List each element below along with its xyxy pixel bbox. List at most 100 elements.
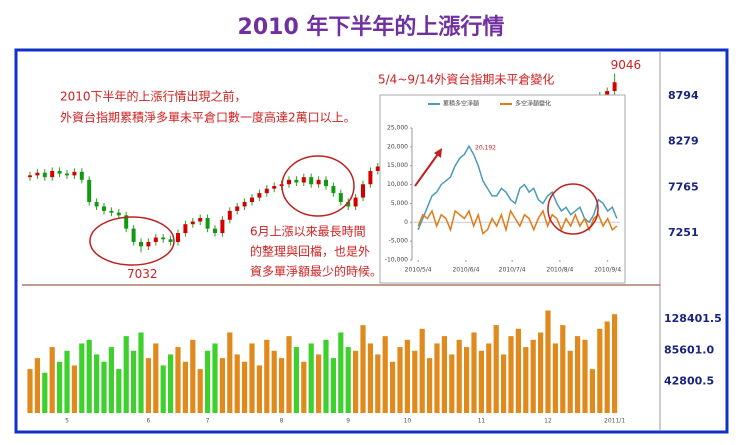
- x-tick-label: 2010/7/4: [499, 267, 526, 274]
- volume-bar: [271, 350, 277, 413]
- volume-bar: [293, 347, 299, 413]
- volume-bar: [508, 336, 514, 413]
- annotation: 外資台指期累積淨多單未平倉口數一度高達2萬口以上。: [60, 110, 356, 125]
- volume-bar: [64, 350, 70, 413]
- volume-bar: [79, 343, 85, 413]
- volume-bar: [464, 347, 470, 413]
- candle-body: [272, 186, 277, 189]
- volume-bar: [367, 343, 373, 413]
- candle-body: [57, 170, 62, 174]
- highlight-ellipse: [89, 216, 175, 266]
- candle-body: [287, 179, 291, 185]
- candle-body: [42, 172, 47, 178]
- x-tick-label: 2010/8/4: [546, 267, 573, 274]
- volume-bar: [34, 358, 40, 413]
- candle-body: [161, 237, 166, 240]
- volume-bar: [353, 350, 359, 413]
- candle-body: [257, 193, 262, 198]
- candle-body: [79, 171, 84, 180]
- candle-body: [612, 82, 617, 92]
- volume-bar: [175, 347, 181, 413]
- volume-bar: [471, 332, 477, 413]
- y-tick-label: 5,000: [391, 200, 408, 207]
- volume-bar: [515, 328, 521, 413]
- candle-body: [168, 239, 173, 242]
- page-title: 2010 年下半年的上漲行情: [238, 14, 505, 40]
- y-tick-label: 7765: [668, 180, 699, 193]
- x-tick-label: 10: [404, 418, 412, 425]
- volume-bar: [560, 325, 566, 413]
- y-tick-label: 8279: [668, 135, 699, 148]
- volume-bar: [589, 369, 595, 413]
- volume-bar: [582, 339, 588, 413]
- candle-body: [146, 241, 151, 247]
- y-tick-label: 20,000: [387, 143, 408, 150]
- y-tick-label: 128401.5: [664, 312, 722, 325]
- volume-bar: [205, 350, 211, 413]
- volume-bar: [182, 361, 188, 413]
- volume-bar: [434, 343, 440, 413]
- candle-body: [605, 91, 610, 96]
- volume-bar: [552, 343, 558, 413]
- annotation: 資多單淨額最少的時候。: [250, 264, 382, 279]
- annotation: 6月上漲以來最長時間: [250, 225, 366, 239]
- annotation: 的整理與回檔，也是外: [250, 244, 370, 259]
- volume-bar: [397, 347, 403, 413]
- volume-bar: [286, 336, 292, 413]
- candle-body: [213, 228, 217, 234]
- volume-bar: [160, 365, 166, 413]
- x-tick-label: 8: [280, 418, 284, 425]
- candle-body: [250, 197, 254, 203]
- x-tick-label: 2010/9/4: [594, 267, 621, 274]
- candle-body: [294, 179, 299, 183]
- volume-bar: [279, 358, 285, 413]
- volume-bar: [264, 339, 270, 413]
- volume-bar: [575, 336, 581, 413]
- volume-bar: [168, 354, 174, 413]
- candle-body: [353, 197, 358, 207]
- volume-bar: [49, 347, 55, 413]
- volume-bar: [138, 332, 144, 413]
- volume-bar: [190, 339, 196, 413]
- volume-bar: [478, 350, 484, 413]
- volume-bar: [345, 347, 351, 413]
- volume-bar: [449, 354, 455, 413]
- arrow: [414, 153, 439, 187]
- candle-body: [35, 172, 40, 176]
- volume-bar: [316, 354, 322, 413]
- volume-bar: [597, 328, 603, 413]
- volume-bar: [486, 343, 492, 413]
- candle-body: [65, 173, 69, 176]
- x-tick-label: 12: [544, 418, 552, 425]
- legend-label: 累積多空淨額: [443, 100, 479, 108]
- data-label: 20,192: [475, 145, 496, 152]
- volume-bar: [412, 350, 418, 413]
- candle-body: [183, 224, 188, 234]
- candle-body: [301, 177, 306, 183]
- candle-body: [242, 202, 247, 207]
- volume-bar: [131, 350, 137, 413]
- volume-bar: [219, 358, 225, 413]
- candle-body: [235, 206, 240, 211]
- x-tick-label: 7: [206, 418, 210, 425]
- volume-bar: [382, 336, 388, 413]
- y-tick-label: 15,000: [387, 162, 408, 169]
- volume-bar: [42, 372, 48, 413]
- volume-bar: [612, 314, 618, 413]
- candle-body: [368, 170, 373, 185]
- x-tick-label: 6: [146, 418, 150, 425]
- volume-bar: [441, 336, 447, 413]
- volume-bar: [94, 354, 100, 413]
- x-tick-label: 2010/5/4: [405, 267, 432, 274]
- highlight-circle: [547, 183, 599, 235]
- volume-bar: [212, 343, 218, 413]
- y-tick-label: 8794: [668, 89, 699, 102]
- volume-bar: [71, 365, 77, 413]
- volume-bar: [427, 358, 433, 413]
- volume-bar: [308, 343, 314, 413]
- volume-bar: [404, 339, 410, 413]
- volume-bar: [57, 361, 63, 413]
- y-tick-label: 25,000: [387, 125, 408, 132]
- volume-bar: [27, 369, 33, 413]
- volume-bar: [530, 339, 536, 413]
